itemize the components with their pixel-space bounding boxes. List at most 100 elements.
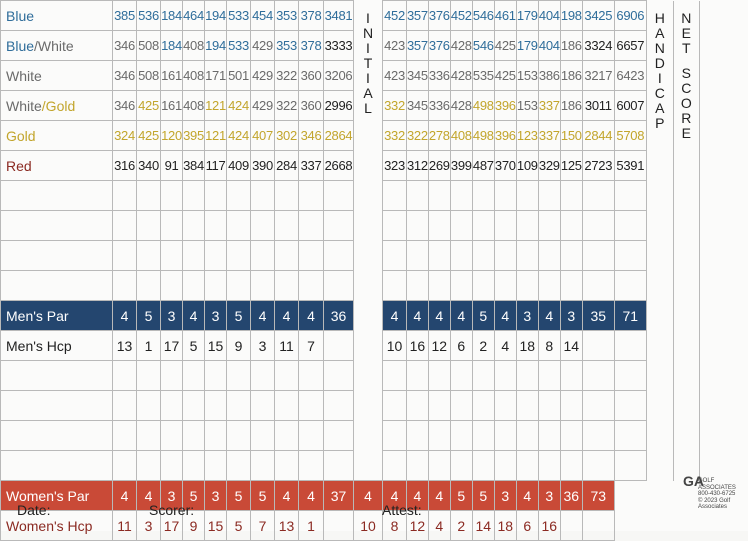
score-cell[interactable]	[382, 420, 407, 451]
score-cell[interactable]	[160, 420, 183, 451]
score-cell[interactable]	[323, 390, 354, 421]
score-cell[interactable]	[581, 270, 615, 301]
score-cell[interactable]	[204, 390, 227, 421]
score-cell[interactable]	[613, 450, 647, 481]
score-cell[interactable]	[382, 360, 407, 391]
score-cell[interactable]	[182, 390, 205, 421]
score-cell[interactable]	[274, 360, 299, 391]
score-cell[interactable]	[449, 240, 473, 271]
score-cell[interactable]	[136, 180, 161, 211]
score-cell[interactable]	[406, 210, 429, 241]
score-cell[interactable]	[427, 180, 451, 211]
score-cell[interactable]	[226, 390, 251, 421]
score-cell[interactable]	[406, 240, 429, 271]
score-cell[interactable]	[613, 360, 647, 391]
score-cell[interactable]	[250, 180, 275, 211]
score-cell[interactable]	[226, 240, 251, 271]
score-cell[interactable]	[471, 390, 495, 421]
score-cell[interactable]	[160, 180, 183, 211]
score-cell[interactable]	[323, 180, 354, 211]
score-cell[interactable]	[537, 180, 561, 211]
player-name-cell[interactable]	[0, 450, 113, 481]
score-cell[interactable]	[515, 390, 539, 421]
score-cell[interactable]	[204, 360, 227, 391]
score-cell[interactable]	[581, 240, 615, 271]
score-cell[interactable]	[274, 420, 299, 451]
score-cell[interactable]	[406, 390, 429, 421]
score-cell[interactable]	[427, 270, 451, 301]
score-cell[interactable]	[581, 180, 615, 211]
score-cell[interactable]	[112, 390, 137, 421]
score-cell[interactable]	[449, 270, 473, 301]
score-cell[interactable]	[382, 390, 407, 421]
score-cell[interactable]	[382, 210, 407, 241]
score-cell[interactable]	[449, 420, 473, 451]
score-cell[interactable]	[112, 240, 137, 271]
score-cell[interactable]	[136, 240, 161, 271]
score-cell[interactable]	[182, 420, 205, 451]
score-cell[interactable]	[298, 450, 324, 481]
score-cell[interactable]	[112, 180, 137, 211]
score-cell[interactable]	[427, 210, 451, 241]
score-cell[interactable]	[160, 360, 183, 391]
score-cell[interactable]	[274, 390, 299, 421]
score-cell[interactable]	[136, 360, 161, 391]
score-cell[interactable]	[250, 450, 275, 481]
score-cell[interactable]	[493, 270, 517, 301]
score-cell[interactable]	[493, 180, 517, 211]
score-cell[interactable]	[250, 210, 275, 241]
score-cell[interactable]	[471, 450, 495, 481]
score-cell[interactable]	[613, 420, 647, 451]
score-cell[interactable]	[182, 210, 205, 241]
score-cell[interactable]	[537, 450, 561, 481]
score-cell[interactable]	[204, 210, 227, 241]
score-cell[interactable]	[471, 360, 495, 391]
score-cell[interactable]	[537, 240, 561, 271]
score-cell[interactable]	[298, 360, 324, 391]
score-cell[interactable]	[323, 210, 354, 241]
score-cell[interactable]	[493, 210, 517, 241]
score-cell[interactable]	[581, 450, 615, 481]
score-cell[interactable]	[406, 420, 429, 451]
score-cell[interactable]	[274, 240, 299, 271]
score-cell[interactable]	[112, 420, 137, 451]
score-cell[interactable]	[471, 270, 495, 301]
score-cell[interactable]	[298, 420, 324, 451]
score-cell[interactable]	[160, 210, 183, 241]
score-cell[interactable]	[471, 180, 495, 211]
score-cell[interactable]	[559, 270, 583, 301]
score-cell[interactable]	[112, 450, 137, 481]
score-cell[interactable]	[427, 420, 451, 451]
score-cell[interactable]	[449, 360, 473, 391]
score-cell[interactable]	[406, 450, 429, 481]
score-cell[interactable]	[226, 450, 251, 481]
score-cell[interactable]	[581, 390, 615, 421]
player-name-cell[interactable]	[0, 270, 113, 301]
score-cell[interactable]	[471, 420, 495, 451]
score-cell[interactable]	[427, 450, 451, 481]
score-cell[interactable]	[406, 360, 429, 391]
score-cell[interactable]	[382, 240, 407, 271]
score-cell[interactable]	[323, 420, 354, 451]
score-cell[interactable]	[449, 180, 473, 211]
score-cell[interactable]	[226, 420, 251, 451]
score-cell[interactable]	[136, 390, 161, 421]
score-cell[interactable]	[493, 450, 517, 481]
score-cell[interactable]	[250, 360, 275, 391]
score-cell[interactable]	[160, 450, 183, 481]
score-cell[interactable]	[427, 240, 451, 271]
score-cell[interactable]	[559, 210, 583, 241]
score-cell[interactable]	[559, 360, 583, 391]
score-cell[interactable]	[323, 270, 354, 301]
score-cell[interactable]	[160, 240, 183, 271]
score-cell[interactable]	[559, 390, 583, 421]
player-name-cell[interactable]	[0, 210, 113, 241]
score-cell[interactable]	[493, 360, 517, 391]
score-cell[interactable]	[515, 450, 539, 481]
score-cell[interactable]	[274, 210, 299, 241]
score-cell[interactable]	[298, 240, 324, 271]
score-cell[interactable]	[559, 180, 583, 211]
score-cell[interactable]	[515, 180, 539, 211]
score-cell[interactable]	[226, 360, 251, 391]
score-cell[interactable]	[427, 390, 451, 421]
